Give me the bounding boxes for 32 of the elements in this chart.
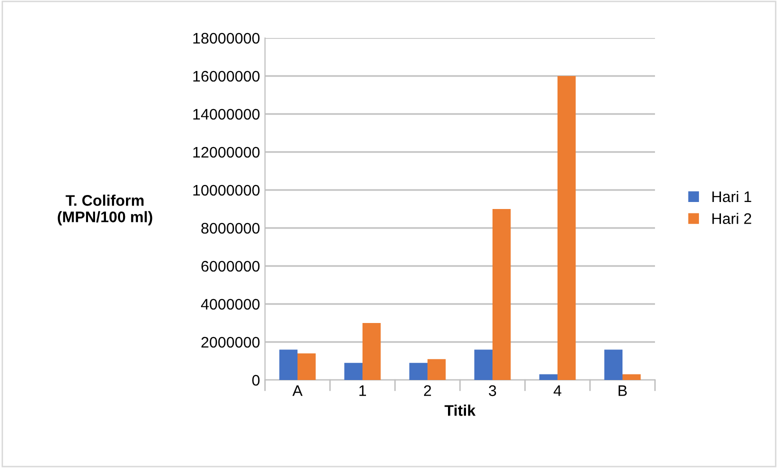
y-tick-label: 16000000 — [193, 70, 260, 82]
bar — [474, 350, 492, 380]
bar — [409, 362, 428, 380]
x-tick-label: 2 — [424, 385, 431, 396]
bar — [298, 353, 316, 380]
y-tick-label: 14000000 — [193, 108, 260, 120]
x-tick-label: 1 — [359, 385, 366, 396]
bar — [539, 374, 558, 380]
bar — [622, 374, 641, 380]
y-tick-label: 4000000 — [201, 298, 260, 310]
y-tick-label: 0 — [252, 374, 260, 386]
y-tick-label: 8000000 — [201, 222, 260, 234]
bar — [604, 350, 622, 380]
bar — [492, 209, 511, 380]
x-tick-label: 4 — [554, 385, 562, 396]
y-tick-label: 10000000 — [193, 184, 260, 196]
bar — [279, 350, 298, 380]
bar — [344, 362, 362, 380]
y-tick-label: 12000000 — [193, 146, 260, 158]
legend-label: Hari 1 — [712, 190, 752, 202]
y-axis-title: T. Coliform (MPN/100 ml) — [58, 194, 152, 226]
x-tick-label: A — [292, 385, 303, 396]
legend-label: Hari 2 — [712, 212, 752, 224]
y-tick-label: 2000000 — [201, 336, 260, 348]
y-tick-label: 18000000 — [193, 32, 260, 44]
y-tick-label: 6000000 — [201, 260, 260, 272]
x-tick-label: 3 — [488, 385, 496, 396]
bar — [428, 359, 446, 380]
bar — [558, 76, 576, 380]
bar — [362, 323, 381, 380]
x-tick-label: B — [618, 385, 627, 396]
x-axis-title: Titik — [444, 404, 476, 416]
